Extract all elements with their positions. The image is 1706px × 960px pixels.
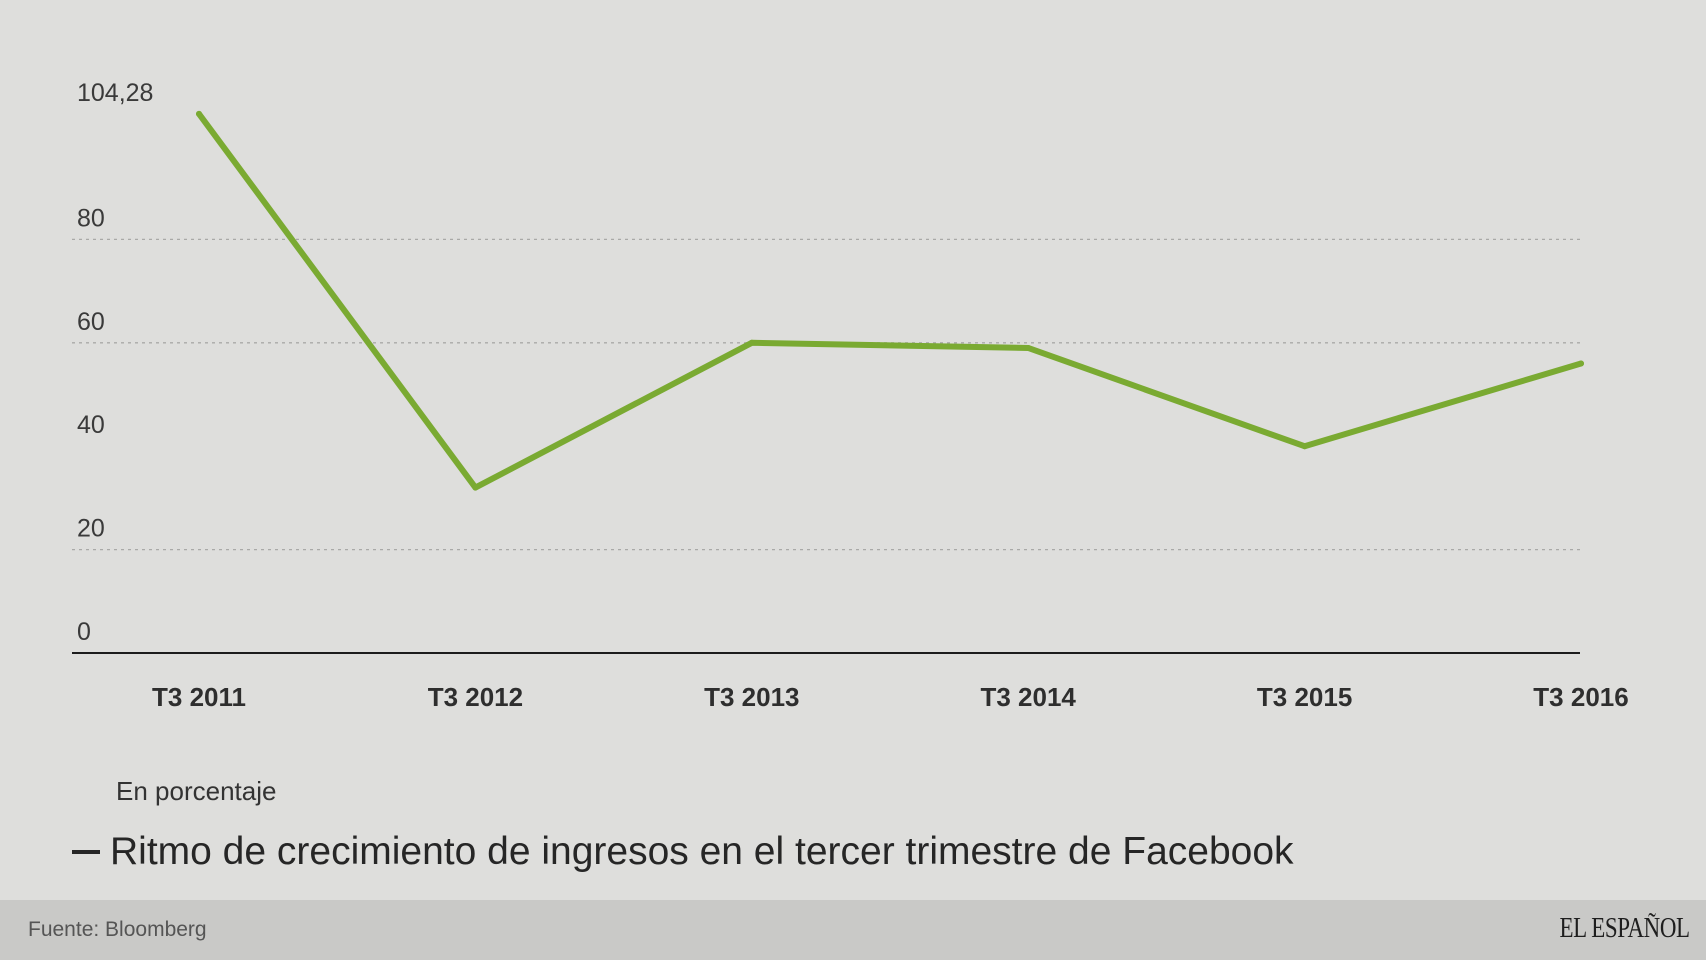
legend-line-swatch [72,850,100,854]
data-point [1025,344,1032,351]
x-tick-label: T3 2011 [152,682,246,712]
source-note: Fuente: Bloomberg [28,918,207,941]
footer-bar: Fuente: Bloomberg EL ESPAÑOL [0,900,1706,960]
x-tick-label: T3 2012 [428,682,523,712]
brand-logo: EL ESPAÑOL [1559,913,1690,944]
unit-note: En porcentaje [116,776,277,806]
y-tick-label: 80 [77,204,105,232]
x-tick-label: T3 2015 [1257,682,1352,712]
y-axis-ticks: 104,28 80 60 40 20 0 [77,79,153,646]
data-point [1578,360,1584,367]
legend-label: Ritmo de crecimiento de ingresos en el t… [110,830,1294,873]
x-tick-label: T3 2016 [1533,682,1628,712]
series-line [196,110,1584,491]
data-point [196,110,202,117]
data-point [472,484,479,491]
y-tick-label: 104,28 [77,79,153,107]
y-tick-label: 20 [77,515,105,543]
series-layer [196,110,1584,491]
legend: Ritmo de crecimiento de ingresos en el t… [72,830,1294,874]
x-axis-ticks: T3 2011 T3 2012 T3 2013 T3 2014 T3 2015 T3 20… [152,682,1629,712]
data-point [748,339,755,346]
y-tick-label: 0 [77,618,91,646]
x-tick-label: T3 2013 [704,682,799,712]
y-tick-label: 60 [77,308,105,336]
gridlines [72,238,1580,551]
y-tick-label: 40 [77,411,105,439]
x-tick-label: T3 2014 [980,682,1076,712]
data-point [1301,443,1308,450]
